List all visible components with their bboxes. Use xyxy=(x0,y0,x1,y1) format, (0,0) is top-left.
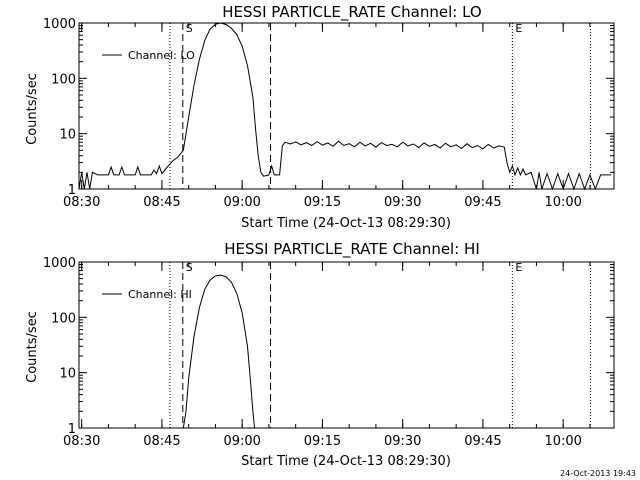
panel-hi: HESSI PARTICLE_RATE Channel: HI Counts/s… xyxy=(25,240,615,469)
timestamp-footer: 24-Oct-2013 19:43 xyxy=(560,469,636,478)
chart-title-hi: HESSI PARTICLE_RATE Channel: HI xyxy=(224,240,480,259)
plot-frame xyxy=(78,261,615,429)
x-tick-label: 10:00 xyxy=(544,434,581,449)
marker-label: E xyxy=(515,22,522,35)
y-tick-label: 100 xyxy=(51,72,76,87)
x-tick-label: 09:45 xyxy=(464,434,501,449)
marker-label: S xyxy=(186,22,193,35)
y-tick-label: 1000 xyxy=(43,17,76,32)
y-tick-label: 10 xyxy=(59,128,76,143)
y-tick-label: 100 xyxy=(51,311,76,326)
panel-lo: HESSI PARTICLE_RATE Channel: LO Counts/s… xyxy=(25,3,615,231)
x-tick-label: 08:45 xyxy=(143,434,180,449)
marker-label: E xyxy=(515,261,522,274)
y-axis-label-lo: Counts/sec xyxy=(25,73,40,145)
x-tick-label: 08:45 xyxy=(143,195,180,210)
y-tick-label: 1000 xyxy=(43,256,76,271)
x-tick-label: 09:00 xyxy=(223,195,260,210)
x-tick-label: 09:15 xyxy=(304,434,341,449)
x-tick-label: 08:30 xyxy=(63,195,100,210)
series-line xyxy=(78,22,612,191)
x-tick-label: 09:30 xyxy=(384,434,421,449)
y-tick-label: 1 xyxy=(68,422,76,437)
y-tick-label: 10 xyxy=(59,367,76,382)
legend-entry: Channel: HI xyxy=(128,288,192,301)
x-tick-label: 10:00 xyxy=(544,195,581,210)
x-tick-label: 09:45 xyxy=(464,195,501,210)
marker-label: S xyxy=(186,261,193,274)
plot-frame xyxy=(78,22,615,190)
x-tick-label: 09:00 xyxy=(223,434,260,449)
x-tick-label: 08:30 xyxy=(63,434,100,449)
y-axis-label-hi: Counts/sec xyxy=(25,311,40,383)
series-line xyxy=(182,274,255,429)
x-axis-label-hi: Start Time (24-Oct-13 08:29:30) xyxy=(241,454,451,469)
x-tick-label: 09:30 xyxy=(384,195,421,210)
legend-entry: Channel: LO xyxy=(128,49,195,62)
x-tick-label: 09:15 xyxy=(304,195,341,210)
x-axis-label-lo: Start Time (24-Oct-13 08:29:30) xyxy=(241,216,451,231)
chart-title-lo: HESSI PARTICLE_RATE Channel: LO xyxy=(222,3,481,22)
y-tick-label: 1 xyxy=(68,183,76,198)
